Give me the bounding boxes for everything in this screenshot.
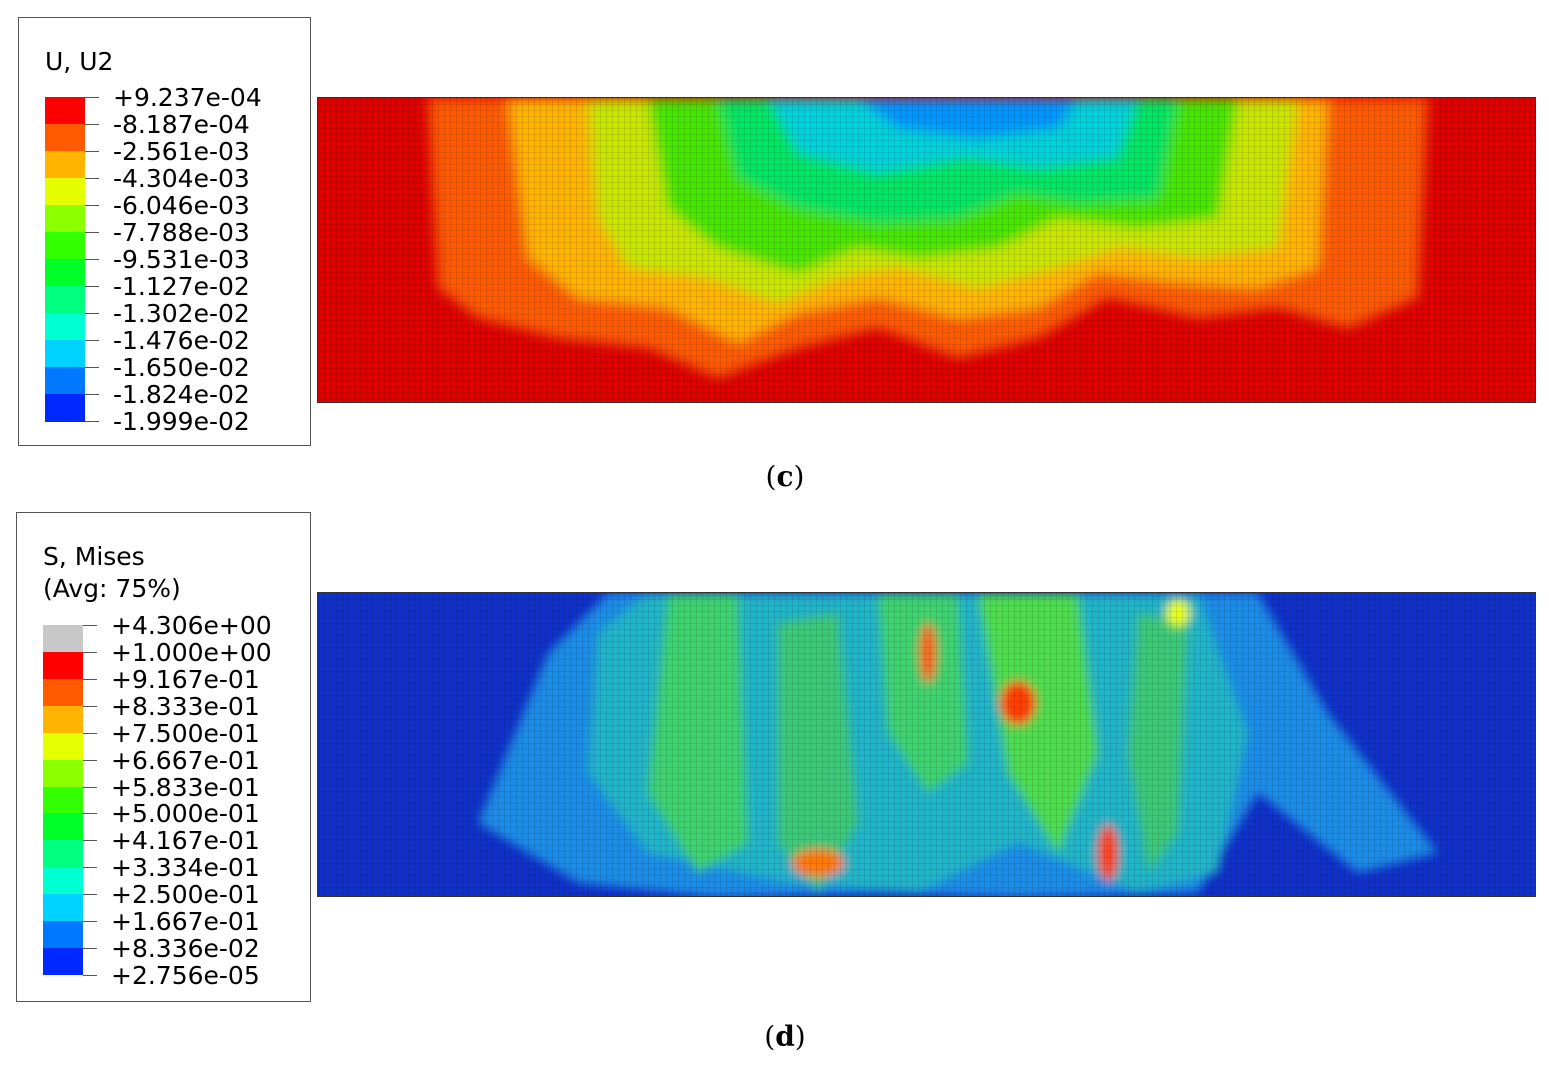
- legend-value-label: -1.476e-02: [113, 326, 250, 355]
- legend-tick: [85, 394, 99, 395]
- legend-swatch: [45, 124, 85, 152]
- legend-value-label: +5.833e-01: [111, 772, 260, 802]
- contour-plot-mises: [317, 592, 1536, 897]
- legend-tick: [83, 651, 97, 653]
- legend-value-label: +1.000e+00: [111, 637, 272, 667]
- legend-value-label: -9.531e-03: [113, 245, 250, 274]
- legend-tick: [85, 313, 99, 314]
- legend-tick: [83, 894, 97, 896]
- legend-swatch: [45, 205, 85, 233]
- legend-value-label: +4.167e-01: [111, 826, 260, 856]
- legend-tick: [85, 124, 99, 125]
- legend-swatch: [43, 786, 83, 814]
- legend-value-label: +6.667e-01: [111, 745, 260, 775]
- legend-value-label: +4.306e+00: [111, 611, 272, 640]
- legend-value-label: +2.756e-05: [111, 961, 260, 990]
- contour-plot-u2: [317, 97, 1536, 403]
- legend-tick: [85, 286, 99, 287]
- legend-tick: [83, 867, 97, 869]
- caption-c: (c): [765, 460, 805, 493]
- legend-tick: [83, 786, 97, 788]
- legend-swatch: [43, 678, 83, 707]
- legend-swatch: [43, 948, 83, 976]
- legend-d: S, Mises (Avg: 75%) +4.306e+00 +1.000e+00…: [16, 512, 311, 1002]
- legend-value-label: +3.334e-01: [111, 853, 260, 883]
- legend-tick: [83, 975, 97, 976]
- legend-tick: [83, 625, 97, 626]
- legend-value-label: -7.788e-03: [113, 218, 250, 247]
- legend-tick: [85, 205, 99, 206]
- legend-title-d: S, Mises (Avg: 75%): [43, 542, 181, 603]
- legend-value-label: -1.650e-02: [113, 353, 250, 382]
- legend-value-label: -4.304e-03: [113, 164, 250, 193]
- legend-value-label: +7.500e-01: [111, 718, 260, 748]
- legend-tick: [83, 948, 97, 950]
- legend-value-label: -2.561e-03: [113, 137, 250, 166]
- legend-swatch: [43, 894, 83, 922]
- legend-swatch: [43, 732, 83, 761]
- legend-value-label: +8.333e-01: [111, 691, 260, 721]
- legend-tick: [83, 678, 97, 680]
- legend-swatch: [43, 921, 83, 949]
- legend-value-label: +9.167e-01: [111, 664, 260, 694]
- legend-swatch: [43, 705, 83, 734]
- caption-d: (d): [764, 1020, 806, 1053]
- legend-swatch: [43, 867, 83, 895]
- legend-swatch: [45, 394, 85, 422]
- legend-tick: [83, 732, 97, 734]
- legend-swatch: [45, 286, 85, 314]
- legend-value-label: +1.667e-01: [111, 907, 260, 937]
- legend-swatch: [43, 651, 83, 680]
- legend-tick: [85, 97, 99, 98]
- legend-tick: [83, 921, 97, 923]
- legend-value-label: -1.999e-02: [113, 407, 250, 436]
- legend-c: U, U2 +9.237e-04 -8.187e-04 -2.561e-03 -4.3…: [18, 17, 311, 446]
- legend-tick: [85, 151, 99, 152]
- legend-swatch: [45, 232, 85, 260]
- legend-value-label: +9.237e-04: [113, 83, 262, 112]
- legend-swatch: [43, 759, 83, 788]
- legend-value-label: -8.187e-04: [113, 110, 250, 139]
- legend-colorbar-c: [45, 97, 85, 422]
- legend-tick: [83, 759, 97, 761]
- legend-tick: [85, 178, 99, 179]
- legend-swatch: [45, 367, 85, 395]
- legend-tick: [83, 813, 97, 815]
- legend-tick: [83, 705, 97, 707]
- legend-title-c: U, U2: [45, 47, 114, 76]
- legend-swatch: [45, 259, 85, 287]
- legend-value-label: +2.500e-01: [111, 880, 260, 910]
- legend-swatch: [45, 151, 85, 179]
- legend-value-label: -6.046e-03: [113, 191, 250, 220]
- legend-swatch: [45, 313, 85, 341]
- legend-tick: [85, 259, 99, 260]
- legend-swatch: [45, 340, 85, 368]
- legend-swatch: [43, 813, 83, 841]
- legend-tick: [85, 421, 99, 422]
- legend-value-label: +5.000e-01: [111, 799, 260, 829]
- legend-tick: [85, 367, 99, 368]
- legend-tick: [85, 340, 99, 341]
- legend-value-label: +8.336e-02: [111, 934, 260, 964]
- legend-value-label: -1.824e-02: [113, 380, 250, 409]
- legend-swatch: [45, 97, 85, 125]
- legend-swatch: [43, 625, 83, 653]
- legend-swatch: [45, 178, 85, 206]
- legend-value-label: -1.302e-02: [113, 299, 250, 328]
- legend-tick: [85, 232, 99, 233]
- legend-colorbar-d: [43, 625, 83, 976]
- legend-value-label: -1.127e-02: [113, 272, 250, 301]
- legend-swatch: [43, 840, 83, 868]
- legend-tick: [83, 840, 97, 842]
